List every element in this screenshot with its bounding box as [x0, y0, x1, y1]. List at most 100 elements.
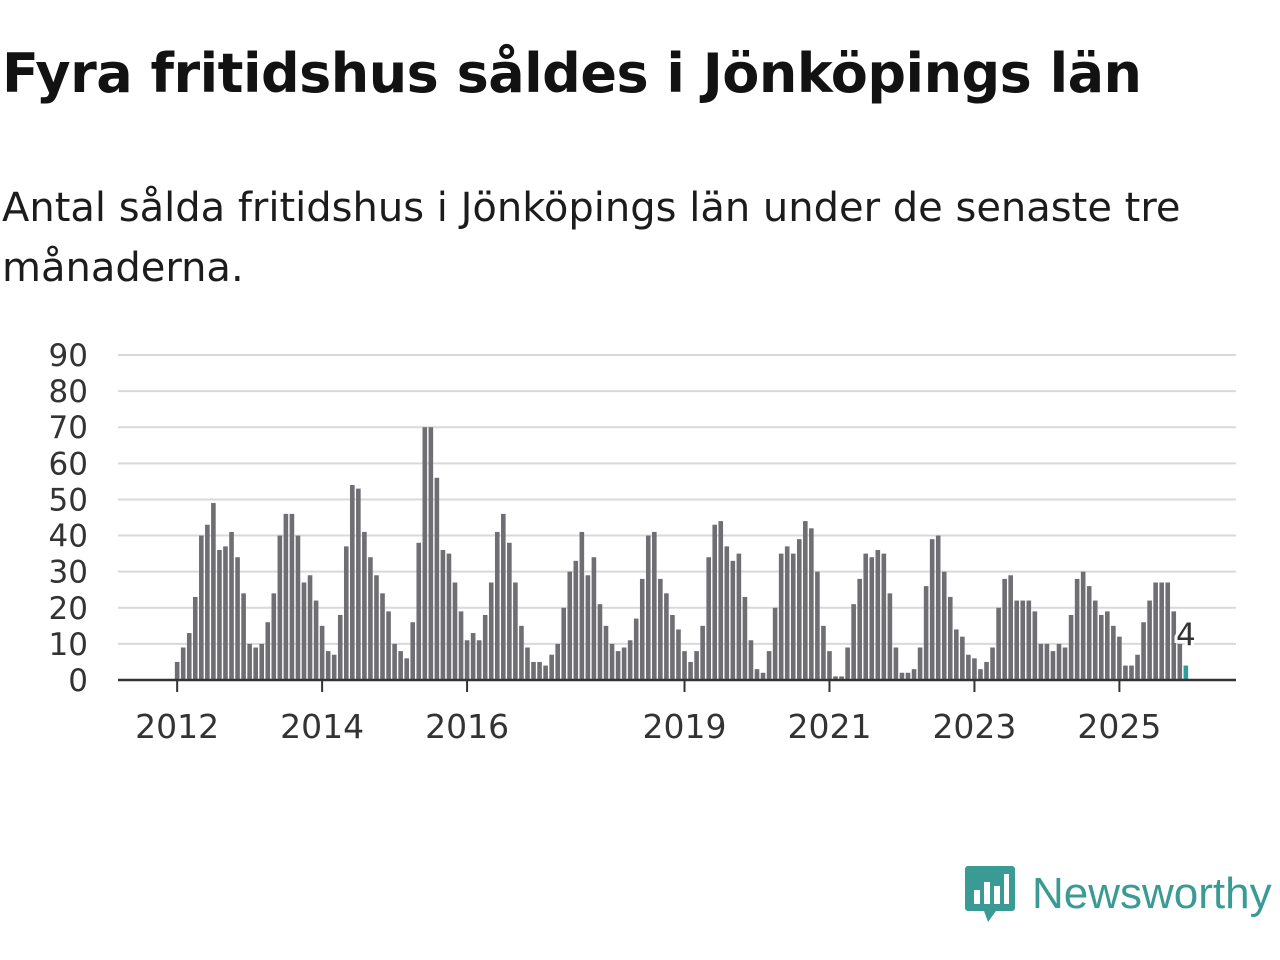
bar	[555, 643, 560, 680]
bar	[935, 535, 941, 680]
bar	[380, 593, 385, 680]
bar	[1008, 575, 1013, 680]
bar	[259, 643, 265, 680]
bar	[815, 571, 820, 680]
bar	[1177, 643, 1183, 680]
bar	[217, 550, 222, 680]
bar	[875, 550, 881, 680]
bar	[440, 550, 446, 680]
bar	[1141, 622, 1146, 680]
bar	[899, 672, 905, 680]
bar	[331, 654, 337, 680]
bar	[603, 625, 609, 680]
bar	[428, 427, 434, 680]
highlight-bar	[1183, 665, 1189, 680]
bar	[700, 625, 705, 680]
bar	[283, 513, 289, 680]
bar	[1159, 582, 1164, 680]
bar	[978, 669, 983, 680]
bar	[718, 521, 724, 680]
bar	[386, 611, 391, 680]
bar	[464, 640, 470, 680]
bar	[253, 647, 258, 680]
bar	[265, 622, 271, 680]
bar	[1038, 643, 1044, 680]
bar	[706, 557, 711, 680]
bar	[1032, 611, 1038, 680]
bar	[972, 658, 977, 680]
bar	[784, 546, 790, 680]
bar	[905, 672, 911, 680]
bar	[688, 661, 693, 680]
bar	[1117, 636, 1122, 680]
bar	[1105, 611, 1110, 680]
bar	[990, 647, 995, 680]
bar	[325, 651, 331, 680]
bar	[766, 651, 772, 680]
bar	[277, 535, 283, 680]
bar	[356, 488, 361, 680]
bar	[537, 661, 542, 680]
bar	[917, 647, 923, 680]
bar	[1171, 611, 1177, 680]
bar	[458, 611, 464, 680]
highlight-value-label: 4	[1176, 618, 1196, 654]
bar	[923, 586, 929, 680]
bar	[947, 596, 953, 680]
bar	[1086, 586, 1092, 680]
newsworthy-logo: Newsworthy	[964, 864, 1272, 924]
bar	[796, 539, 802, 680]
bar	[337, 615, 343, 680]
bar	[404, 658, 409, 680]
bar	[821, 625, 826, 680]
bars	[174, 427, 1189, 680]
bar	[573, 560, 579, 680]
bar	[1050, 651, 1056, 680]
bar	[670, 615, 675, 680]
bar	[482, 615, 488, 680]
bar	[1098, 615, 1104, 680]
x-tick-label: 2023	[932, 707, 1016, 746]
bar	[790, 553, 796, 680]
bar	[374, 575, 379, 680]
bar	[760, 672, 766, 680]
y-tick-label: 10	[49, 627, 88, 663]
newsworthy-logo-icon	[965, 866, 1015, 922]
bar	[754, 669, 760, 680]
bar	[827, 651, 832, 680]
bar	[313, 600, 319, 680]
bar	[470, 633, 476, 680]
bar	[1020, 600, 1026, 680]
bar	[422, 427, 428, 680]
bar	[1092, 600, 1098, 680]
y-tick-label: 40	[49, 519, 88, 555]
y-tick-label: 30	[49, 555, 88, 591]
bar	[343, 546, 349, 680]
bar	[501, 513, 506, 680]
bar	[736, 553, 742, 680]
bar	[1026, 600, 1032, 680]
bar	[241, 593, 246, 680]
bar	[941, 571, 947, 680]
bar	[192, 596, 198, 680]
x-tick-label: 2014	[280, 707, 364, 746]
bar	[724, 546, 730, 680]
y-tick-label: 70	[49, 410, 88, 446]
bar	[289, 513, 295, 680]
bar	[1153, 582, 1158, 680]
bar	[488, 582, 494, 680]
bar	[730, 560, 736, 680]
bar	[809, 528, 814, 680]
bar	[664, 593, 669, 680]
bar	[954, 629, 959, 680]
bar	[863, 553, 869, 680]
y-tick-label: 90	[49, 338, 88, 374]
y-tick-label: 50	[49, 482, 88, 518]
bar	[180, 647, 186, 680]
bar	[392, 643, 397, 680]
bar	[1074, 578, 1080, 680]
bar	[525, 647, 530, 680]
bar	[881, 553, 887, 680]
bar	[174, 661, 180, 680]
